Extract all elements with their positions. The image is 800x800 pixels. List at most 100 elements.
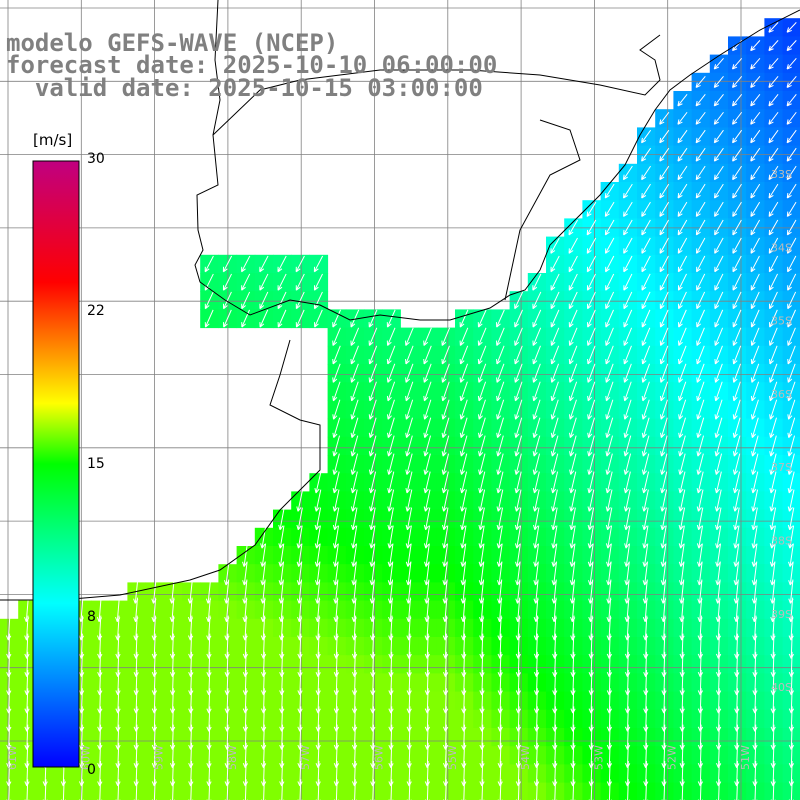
wind-arrow: [696, 453, 704, 475]
wind-arrow: [478, 453, 486, 475]
wind-arrow: [696, 525, 704, 549]
wind-arrow: [750, 201, 761, 217]
wind-arrow: [787, 291, 797, 310]
wind-arrow: [769, 309, 778, 328]
wind-arrow: [786, 237, 797, 254]
wind-arrow: [696, 435, 705, 457]
wind-arrow: [786, 111, 797, 125]
wind-arrow: [623, 399, 632, 420]
colorbar-tick-22: 22: [87, 303, 105, 319]
wind-arrow: [714, 237, 724, 254]
wind-arrow: [641, 129, 652, 144]
wind-arrow: [295, 309, 305, 328]
wind-arrow: [387, 471, 395, 494]
wind-arrow: [350, 327, 360, 346]
estuary-coast: [0, 339, 321, 601]
wind-arrow: [441, 345, 450, 365]
lon-label: 57W: [299, 745, 312, 770]
wind-arrow: [478, 507, 485, 531]
wind-arrow: [732, 111, 743, 125]
wind-arrow: [641, 201, 651, 217]
wind-arrow: [750, 75, 761, 88]
wind-arrow: [478, 435, 486, 457]
wind-arrow: [568, 399, 577, 420]
wind-arrow: [659, 201, 670, 217]
wind-arrow: [259, 309, 269, 328]
wind-arrow: [695, 165, 706, 181]
wind-arrow: [750, 219, 761, 236]
wind-arrow: [477, 399, 486, 420]
wind-arrow: [624, 779, 631, 800]
wind-arrow: [696, 489, 704, 512]
wind-arrow: [460, 489, 467, 512]
lat-label: 37S: [771, 461, 792, 474]
wind-arrow: [786, 165, 797, 181]
colorbar-tick-15: 15: [87, 456, 105, 472]
wind-arrow: [769, 471, 777, 494]
wind-arrow: [751, 435, 759, 457]
wind-arrow: [423, 345, 432, 365]
wind-arrow: [695, 129, 706, 144]
wind-arrow: [642, 471, 650, 494]
wind-arrow: [769, 453, 777, 475]
wind-arrow: [568, 309, 578, 328]
wind-arrow: [713, 93, 724, 107]
wind-arrow: [604, 237, 615, 254]
wind-arrow: [588, 779, 594, 800]
wind-arrow: [405, 489, 413, 512]
wind-arrow: [405, 453, 413, 475]
wind-arrow: [732, 399, 741, 420]
wind-arrow: [769, 543, 776, 567]
wind-arrow: [515, 779, 522, 800]
wind-arrow: [405, 471, 413, 494]
lon-label: 52W: [666, 745, 679, 770]
wind-arrow: [514, 309, 523, 328]
wind-arrow: [786, 219, 797, 236]
colorbar-tick-0: 0: [87, 762, 96, 778]
wind-arrow: [768, 93, 779, 107]
wind-arrow: [332, 471, 340, 494]
wind-arrow: [442, 779, 449, 800]
lon-label: 56W: [373, 745, 386, 770]
wind-arrow: [550, 273, 560, 291]
wind-arrow: [696, 273, 706, 291]
wind-arrow: [550, 435, 559, 457]
wind-arrow: [732, 201, 742, 217]
wind-arrow: [222, 255, 233, 273]
wind-arrow: [569, 507, 576, 531]
wind-arrow: [660, 489, 668, 512]
wind-arrow: [533, 779, 540, 800]
wind-arrow: [678, 543, 685, 567]
wind-arrow: [714, 399, 723, 420]
wind-arrow: [204, 291, 214, 310]
wind-arrow: [750, 273, 760, 291]
wind-arrow: [624, 507, 631, 531]
wind-arrow: [768, 111, 779, 125]
wind-arrow: [587, 417, 595, 439]
wind-arrow: [642, 543, 649, 567]
lon-label: 53W: [592, 745, 605, 770]
wind-arrow: [278, 507, 285, 531]
wind-arrow: [787, 255, 797, 273]
lat-label: 38S: [771, 535, 792, 548]
wind-arrow: [605, 345, 614, 365]
wind-arrow: [587, 291, 596, 310]
wind-arrow: [477, 327, 487, 346]
wind-arrow: [423, 327, 432, 346]
wind-arrow: [714, 273, 724, 291]
wind-arrow: [623, 489, 631, 512]
wind-arrow: [568, 237, 578, 254]
wind-arrow: [679, 779, 685, 800]
wind-arrow: [695, 201, 706, 217]
wind-arrow: [314, 471, 322, 494]
wind-arrow: [405, 435, 413, 457]
wind-arrow: [332, 417, 341, 439]
wind-arrow: [696, 417, 705, 439]
wind-arrow: [659, 363, 669, 383]
wind-arrow: [459, 453, 468, 475]
wind-arrow: [787, 525, 795, 549]
wind-arrow: [97, 779, 103, 800]
wind-arrow: [786, 40, 797, 52]
wind-arrow: [441, 435, 450, 457]
wind-arrow: [642, 489, 649, 512]
